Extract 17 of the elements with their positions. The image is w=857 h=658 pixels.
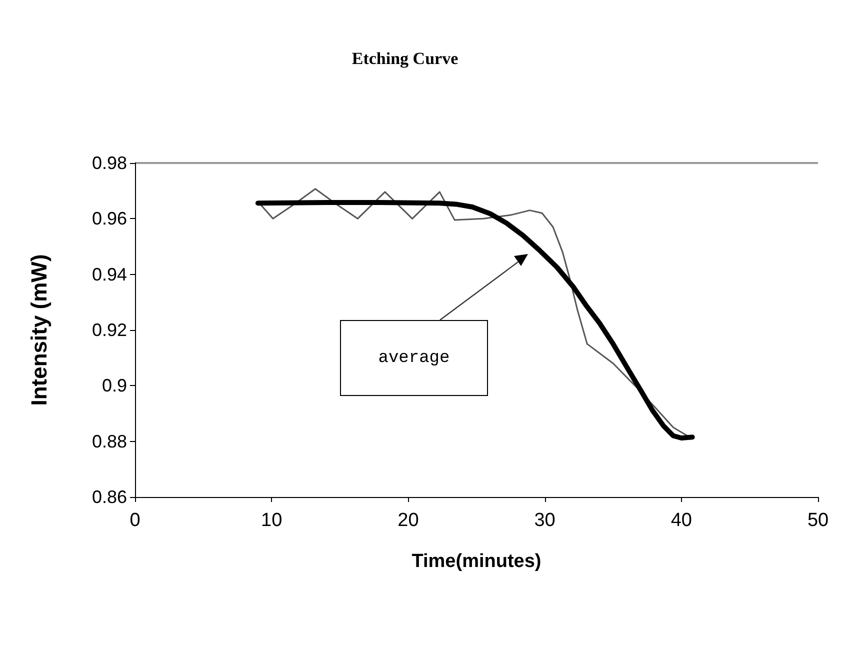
y-tick-label: 0.96	[92, 208, 127, 229]
y-tick-label: 0.88	[92, 431, 127, 452]
x-axis-title: Time(minutes)	[412, 551, 542, 572]
y-axis-title: Intensity (mW)	[26, 254, 52, 406]
chart-title: Etching Curve	[352, 49, 459, 68]
y-tick-label: 0.98	[92, 153, 127, 173]
y-tick-label: 0.92	[92, 320, 127, 340]
x-tick-label: 30	[534, 510, 556, 531]
y-tick-label: 0.9	[102, 376, 127, 396]
y-tick-label: 0.94	[92, 264, 127, 284]
y-tick-label: 0.86	[92, 487, 127, 507]
x-tick-label: 10	[261, 510, 282, 531]
x-tick-label: 50	[807, 510, 829, 531]
x-tick-label: 0	[130, 510, 140, 531]
x-tick-label: 40	[670, 510, 692, 531]
note-box: average	[340, 320, 488, 396]
x-tick-label: 20	[398, 510, 419, 531]
